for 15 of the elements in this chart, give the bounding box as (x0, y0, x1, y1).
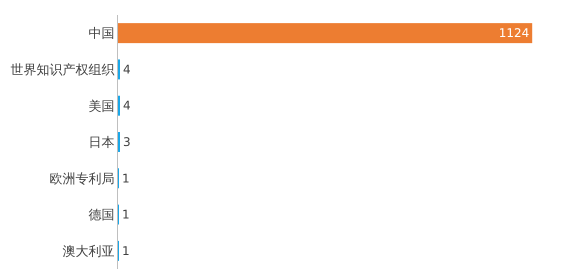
y-tick-label: 德国 (88, 208, 114, 224)
data-label: 1 (122, 208, 130, 222)
y-tick-label: 日本 (88, 136, 114, 151)
y-tick-label: 欧洲专利局 (49, 172, 114, 187)
y-tick-label: 澳大利亚 (62, 244, 114, 260)
y-tick-label: 美国 (88, 98, 114, 114)
bar (118, 23, 532, 44)
data-label: 4 (123, 98, 131, 113)
data-label: 1 (122, 171, 130, 186)
data-label: 1 (122, 244, 130, 258)
data-label: 3 (123, 135, 131, 149)
data-label: 4 (123, 62, 131, 76)
y-tick-label: 中国 (88, 26, 114, 42)
data-label: 1124 (498, 26, 530, 40)
y-tick-label: 世界知识产权组织 (10, 62, 114, 78)
